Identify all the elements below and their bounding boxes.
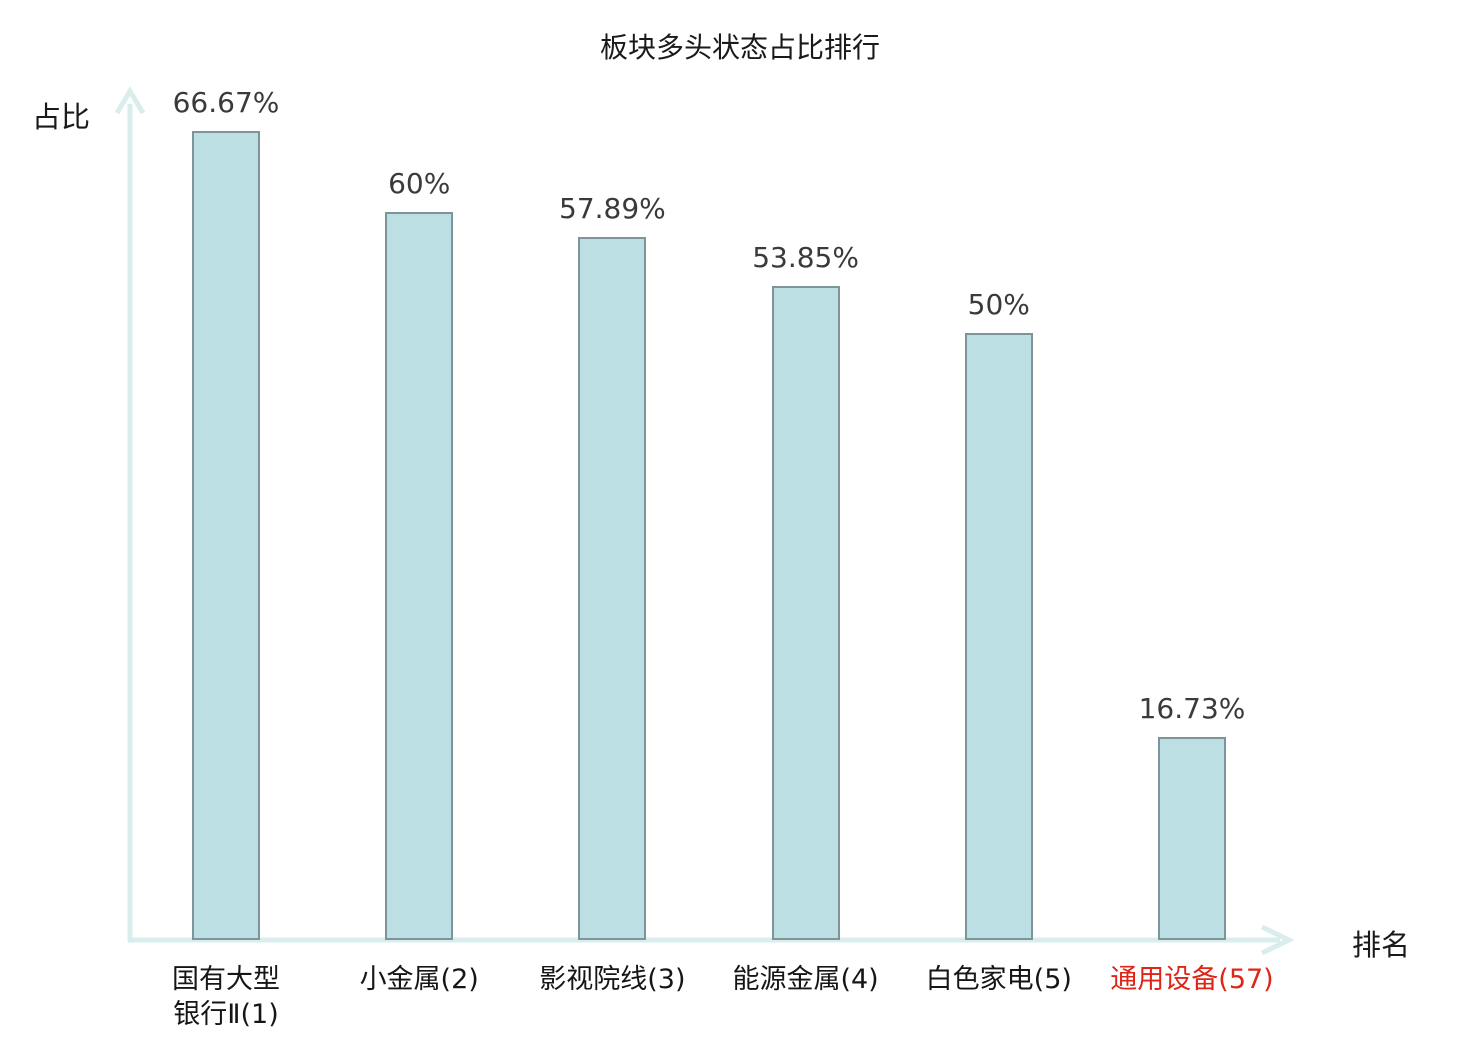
- x-axis-arrow-icon: [1260, 924, 1295, 956]
- bar-value-label: 50%: [967, 288, 1030, 321]
- bar: [771, 286, 840, 940]
- bar: [192, 131, 260, 940]
- x-tick-label: 影视院线(3): [539, 964, 686, 995]
- bar: [964, 333, 1033, 940]
- x-tick-label: 能源金属(4): [732, 964, 879, 995]
- x-tick-label: 通用设备(57): [1110, 964, 1274, 995]
- y-axis-arrow-icon: [114, 86, 146, 115]
- bar: [1158, 737, 1226, 940]
- y-axis-label: 占比: [32, 100, 91, 134]
- bar-value-label: 57.89%: [559, 192, 666, 225]
- x-tick-label: 白色家电(5): [925, 964, 1072, 995]
- chart-title: 板块多头状态占比排行: [599, 31, 880, 64]
- bar-value-label: 60%: [388, 167, 451, 200]
- x-axis-label: 排名: [1352, 928, 1411, 962]
- x-tick-label: 小金属(2): [359, 964, 479, 995]
- bar-value-label: 66.67%: [172, 86, 280, 119]
- x-tick-label: 国有大型 银行Ⅱ(1): [172, 964, 280, 1030]
- bar-value-label: 53.85%: [752, 241, 859, 274]
- bar-value-label: 16.73%: [1138, 692, 1246, 725]
- bar: [578, 237, 647, 940]
- bar: [385, 212, 454, 940]
